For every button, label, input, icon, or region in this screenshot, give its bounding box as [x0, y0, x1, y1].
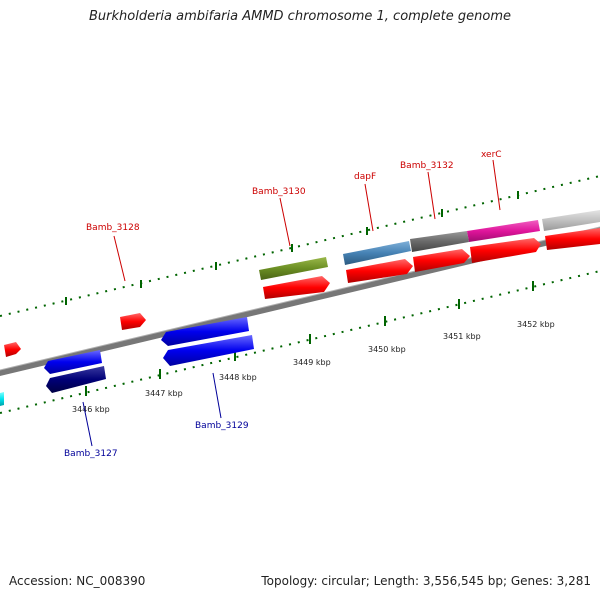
lower-major-ticks — [85, 281, 534, 396]
cds-reverse-2[interactable] — [161, 317, 249, 346]
cds-reverse-1[interactable] — [44, 350, 102, 374]
scale-label-3451: 3451 kbp — [443, 332, 481, 341]
cds-forward-4[interactable] — [346, 259, 413, 283]
map-title: Burkholderia ambifaria AMMD chromosome 1… — [88, 9, 512, 24]
feature-magenta[interactable] — [467, 220, 540, 242]
gene-label-bamb-3127[interactable]: Bamb_3127 — [64, 449, 118, 459]
accession-text: Accession: NC_008390 — [9, 574, 146, 588]
leader-bamb-3128 — [113, 235, 126, 282]
gene-label-bamb-3132[interactable]: Bamb_3132 — [400, 161, 454, 171]
gene-label-bamb-3130[interactable]: Bamb_3130 — [252, 187, 306, 197]
feature-cyan[interactable] — [0, 392, 4, 406]
cds-forward-6[interactable] — [470, 238, 541, 263]
gene-label-bamb-3129[interactable]: Bamb_3129 — [195, 421, 249, 431]
upper-major-ticks — [65, 191, 519, 305]
scale-label-3450: 3450 kbp — [368, 345, 406, 354]
gene-label-xerc[interactable]: xerC — [481, 150, 502, 160]
scale-label-3447: 3447 kbp — [145, 389, 183, 398]
cds-forward-1[interactable] — [4, 342, 21, 357]
genome-summary-text: Topology: circular; Length: 3,556,545 bp… — [261, 574, 591, 588]
scale-label-3449: 3449 kbp — [293, 358, 331, 367]
gene-label-bamb-3128[interactable]: Bamb_3128 — [86, 223, 140, 233]
leader-bamb-3129 — [212, 372, 222, 419]
cds-reverse-2b[interactable] — [163, 335, 254, 366]
upper-tick-track — [0, 175, 600, 317]
scale-label-3448: 3448 kbp — [219, 373, 257, 382]
feature-gray[interactable] — [410, 231, 469, 252]
feature-lightgray[interactable] — [542, 210, 600, 231]
leader-dapf — [364, 183, 374, 232]
lower-tick-track — [0, 270, 600, 414]
cds-forward-7[interactable] — [545, 228, 600, 250]
leader-bamb-3132 — [427, 171, 436, 220]
feature-steelblue[interactable] — [343, 241, 411, 265]
cds-forward-5[interactable] — [413, 249, 470, 272]
feature-green[interactable] — [259, 257, 328, 280]
leader-bamb-3127 — [82, 401, 93, 447]
scale-label-3452: 3452 kbp — [517, 320, 555, 329]
scale-label-3446: 3446 kbp — [72, 405, 110, 414]
cds-reverse-1-dark[interactable] — [46, 366, 106, 393]
leader-xerc — [492, 159, 501, 211]
cds-forward-2[interactable] — [120, 313, 146, 330]
leader-bamb-3130 — [279, 197, 291, 247]
gene-label-dapf[interactable]: dapF — [354, 172, 376, 182]
cds-forward-3[interactable] — [263, 276, 330, 299]
